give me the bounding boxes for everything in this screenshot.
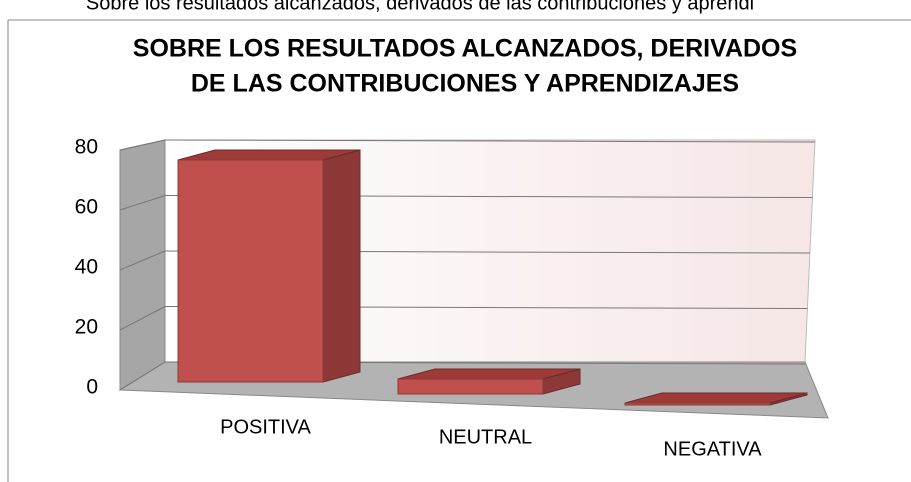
clipped-caption: Sobre los resultados alcanzados, derivad…: [86, 0, 754, 14]
grid-line: [119, 195, 166, 211]
chart-title: SOBRE LOS RESULTADOS ALCANZADOS, DERIVAD…: [133, 35, 797, 63]
y-tick-label: 60: [75, 196, 98, 219]
grid-line: [119, 250, 166, 271]
x-tick-label: POSITIVA: [220, 416, 311, 438]
grid-line: [119, 361, 166, 391]
bar: [397, 378, 544, 395]
side-wall: [119, 139, 166, 391]
y-tick-label: 20: [75, 316, 98, 339]
y-tick-label: 40: [75, 256, 98, 279]
bar: [177, 159, 324, 383]
grid-line: [164, 139, 816, 143]
grid-line: [119, 139, 166, 151]
bar: [624, 402, 771, 406]
y-tick-label: 0: [86, 376, 98, 399]
bar-side: [322, 149, 361, 383]
grid-line: [119, 306, 166, 331]
x-tick-label: NEGATIVA: [663, 438, 762, 460]
y-tick-label: 80: [75, 136, 98, 159]
chart-title: DE LAS CONTRIBUCIONES Y APRENDIZAJES: [191, 70, 739, 98]
x-tick-label: NEUTRAL: [439, 426, 532, 448]
